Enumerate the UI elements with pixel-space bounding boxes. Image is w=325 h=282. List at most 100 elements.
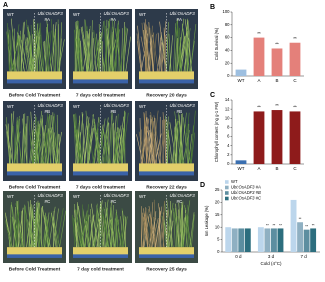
photo-label: Ubi:OsADF3 xyxy=(170,103,196,108)
plant xyxy=(182,210,187,248)
plant xyxy=(96,133,102,164)
plant xyxy=(34,133,42,164)
plant xyxy=(99,32,105,72)
plant xyxy=(46,30,52,72)
photo-label: #A xyxy=(177,17,183,22)
plant xyxy=(29,205,34,248)
y-tick-label: 12 xyxy=(225,106,230,111)
y-tick-label: 0 xyxy=(227,73,230,78)
plant xyxy=(40,124,46,164)
plant xyxy=(103,134,109,164)
plant xyxy=(152,35,159,72)
photo-label: #B xyxy=(177,109,183,114)
plant xyxy=(157,32,162,72)
photo-caption: Before Cold Treatment xyxy=(9,184,61,190)
significance: ** xyxy=(312,223,315,227)
x-tick-label: 7 d xyxy=(301,254,308,259)
plant xyxy=(189,212,195,248)
pot-base xyxy=(73,79,128,84)
plant xyxy=(17,201,20,248)
plant xyxy=(9,29,14,72)
plant xyxy=(102,214,110,248)
plant xyxy=(97,124,100,164)
photo-label: Ubi:OsADF3 xyxy=(104,11,130,16)
plant xyxy=(163,219,169,248)
photo-label: #B xyxy=(45,109,51,114)
x-tick-label: 0 d xyxy=(235,254,242,259)
plant xyxy=(10,18,17,72)
plant xyxy=(15,203,24,248)
bar xyxy=(253,37,265,76)
y-tick-label: 100 xyxy=(223,9,231,14)
plant xyxy=(74,216,82,248)
plant xyxy=(166,118,173,164)
plant xyxy=(149,214,153,248)
plant xyxy=(26,220,31,248)
photo-label: WT xyxy=(73,104,80,109)
legend-label: Ubi:OsADF3 #B xyxy=(231,190,261,195)
photo-label: #C xyxy=(177,199,184,204)
y-tick-label: 25 xyxy=(215,187,220,192)
photo-caption: 7 days cold treatment xyxy=(76,184,126,190)
plant xyxy=(166,22,169,72)
plant xyxy=(16,122,23,164)
significance: ** xyxy=(279,223,282,227)
plant xyxy=(13,117,18,164)
bar xyxy=(264,228,271,252)
plant xyxy=(82,208,89,248)
panel-label: B xyxy=(210,4,215,11)
photo-label: WT xyxy=(73,194,80,199)
plant xyxy=(141,212,144,248)
pot-base xyxy=(139,254,194,258)
plant xyxy=(155,210,161,248)
plant xyxy=(182,129,190,164)
plant xyxy=(164,203,172,248)
plant xyxy=(78,205,85,248)
plant xyxy=(21,39,28,72)
bar xyxy=(303,229,310,252)
x-tick-label: WT xyxy=(238,166,245,171)
plant xyxy=(92,38,100,72)
photo-label: WT xyxy=(7,104,14,109)
legend-label: Ubi:OsADF3 #A xyxy=(231,185,261,190)
plant xyxy=(173,23,176,72)
plant xyxy=(136,134,144,164)
y-tick-label: 40 xyxy=(225,48,230,53)
plant xyxy=(106,36,110,72)
bar xyxy=(310,228,317,252)
plant xyxy=(145,26,148,72)
panel-label: C xyxy=(210,92,215,99)
bar xyxy=(235,69,247,76)
plant xyxy=(167,129,169,164)
plant xyxy=(44,40,47,72)
plant xyxy=(78,122,83,164)
plant xyxy=(28,206,31,248)
x-tick-label: B xyxy=(275,78,278,83)
photo-label: Ubi:OsADF3 xyxy=(104,193,130,198)
plant xyxy=(116,219,120,248)
plant xyxy=(59,22,63,72)
pot-base xyxy=(7,254,62,258)
plant xyxy=(105,208,109,248)
plant xyxy=(33,19,37,72)
plant xyxy=(141,129,143,164)
y-tick-label: 14 xyxy=(225,97,230,102)
plant xyxy=(141,22,148,72)
plant xyxy=(90,20,93,72)
bar xyxy=(257,227,264,252)
bar xyxy=(271,228,277,252)
plant xyxy=(84,214,90,248)
plant xyxy=(25,41,32,72)
significance: ** xyxy=(257,105,261,110)
plant xyxy=(177,25,181,72)
plant xyxy=(122,110,126,164)
plant xyxy=(96,33,101,72)
significance: ** xyxy=(299,217,302,221)
plant xyxy=(75,28,81,72)
plant xyxy=(115,131,117,164)
y-axis-label: Chlorophyll content (mg g-1 FW) xyxy=(214,101,219,162)
pot-base xyxy=(73,254,128,258)
plant xyxy=(15,118,20,164)
plant xyxy=(104,20,107,72)
